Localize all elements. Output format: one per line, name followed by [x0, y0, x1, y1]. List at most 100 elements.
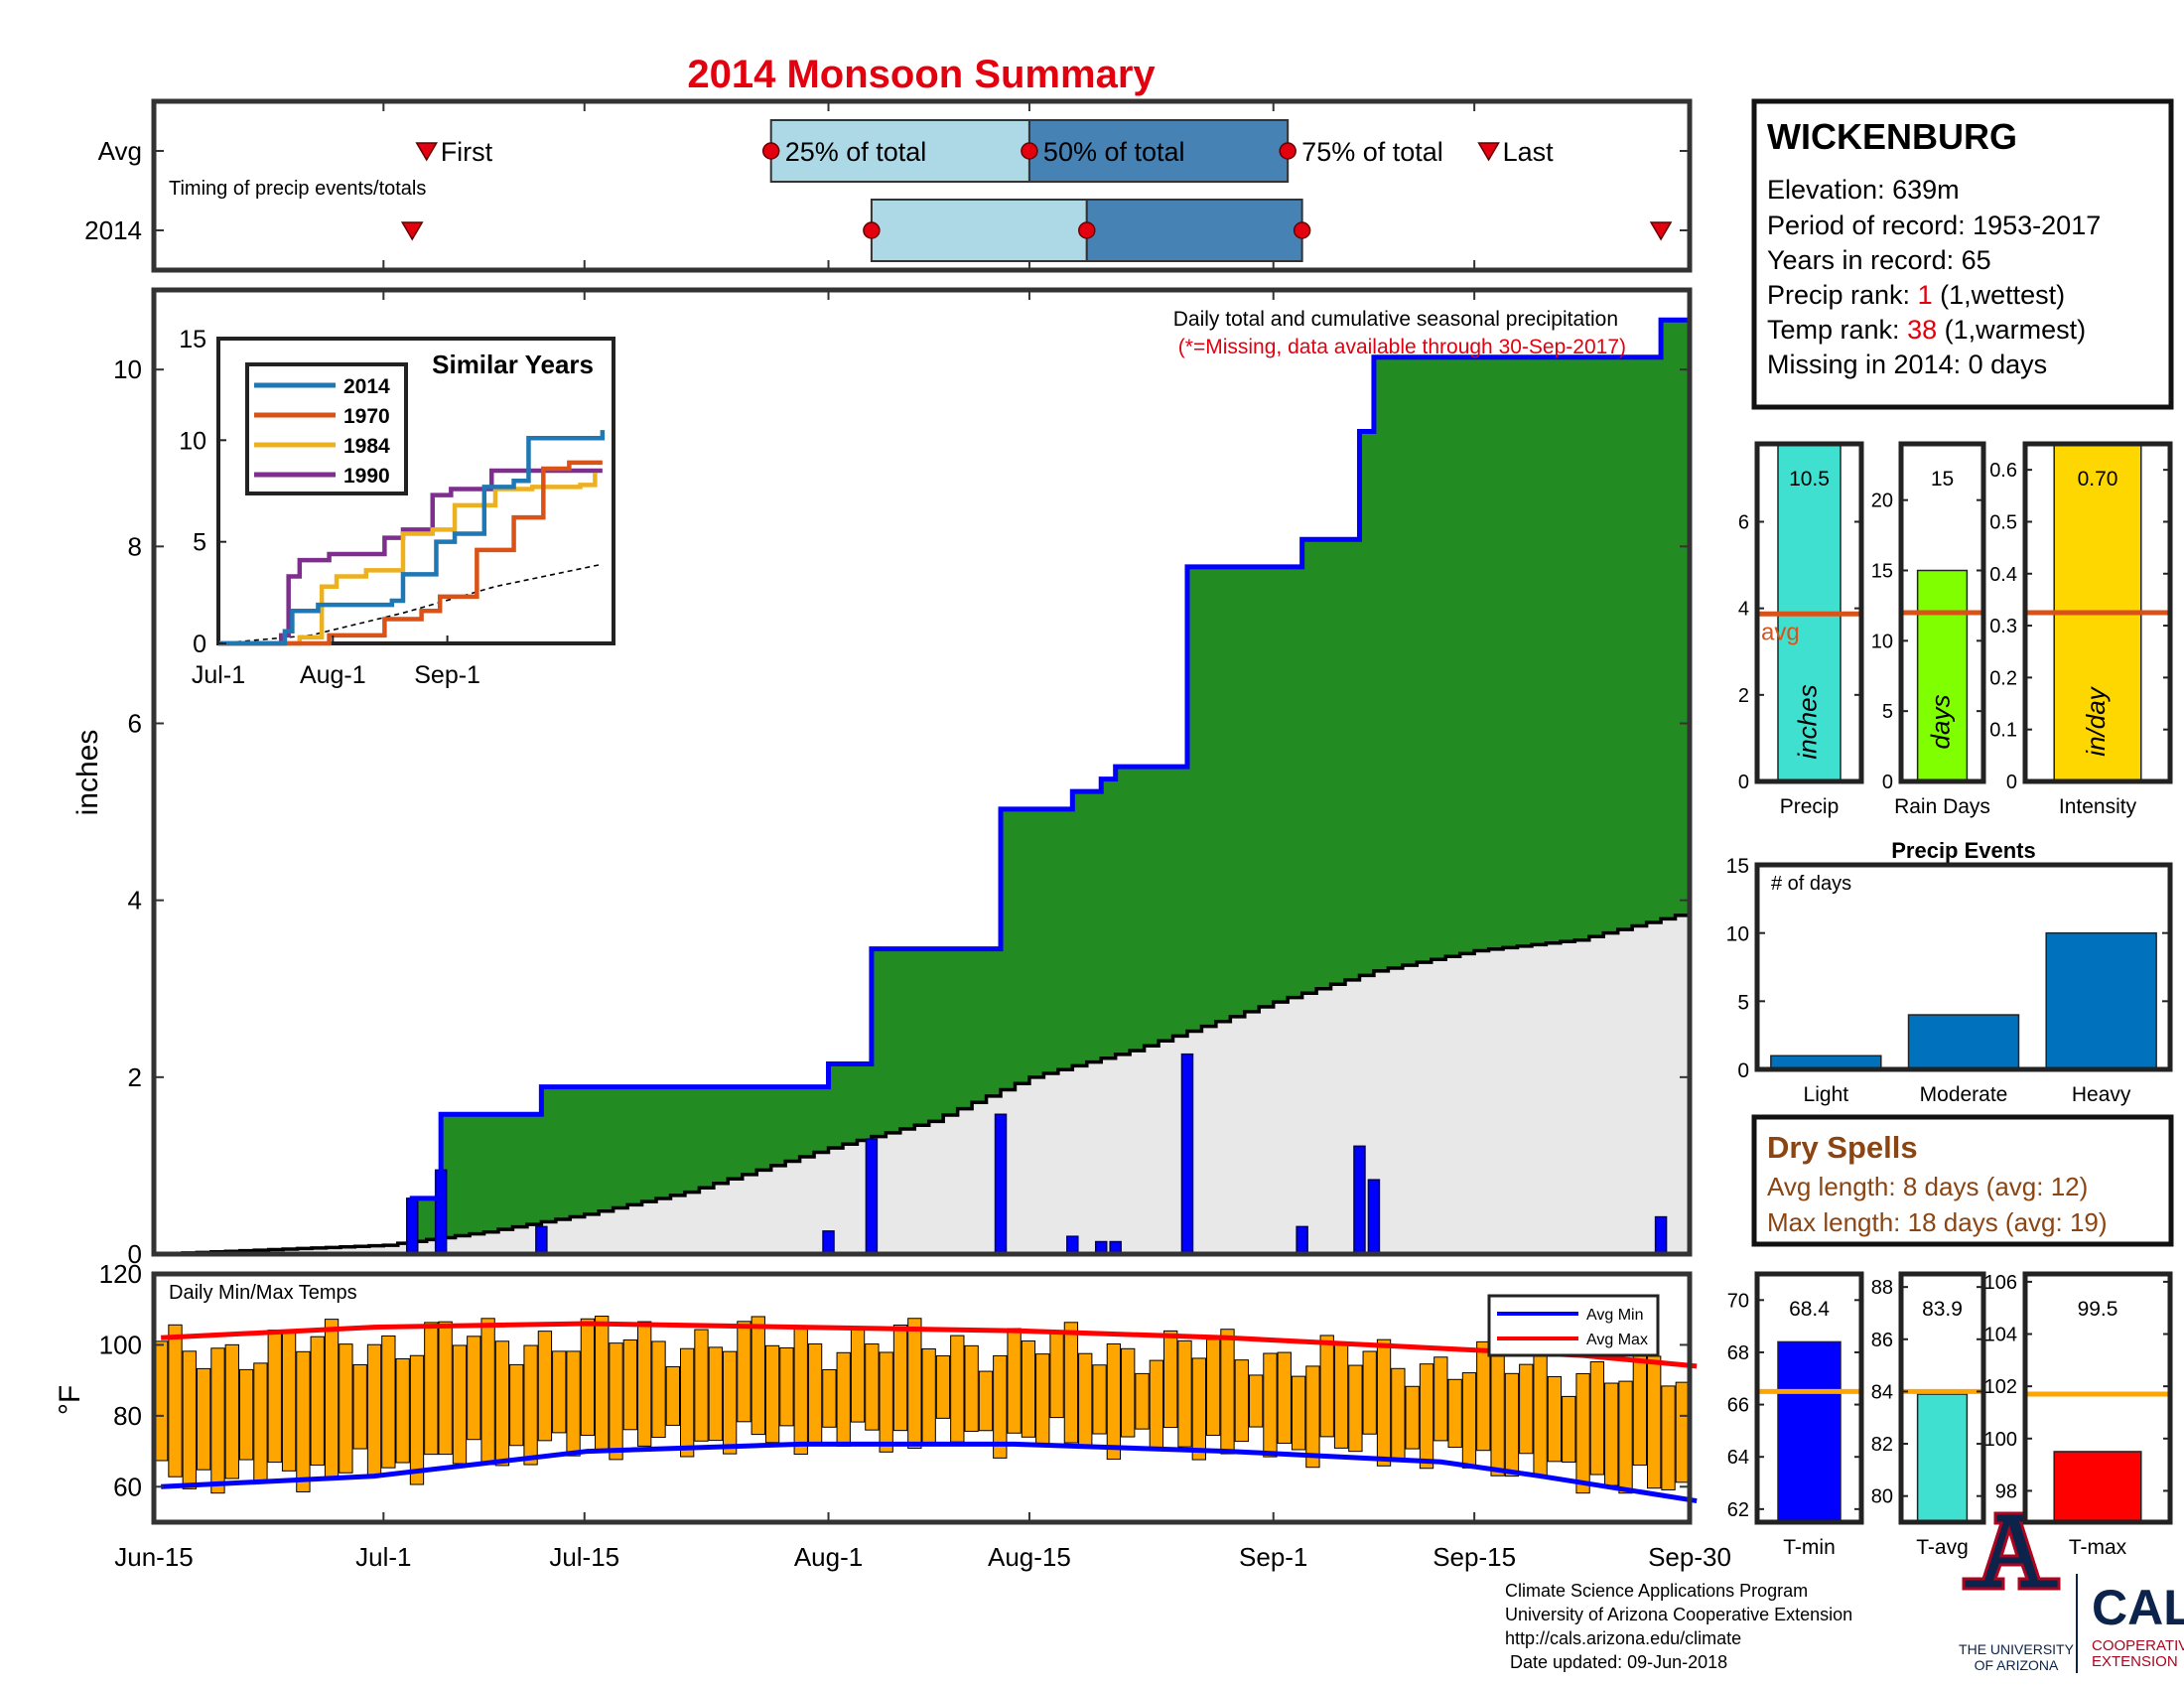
daily-temp-bar: [807, 1343, 823, 1445]
daily-temp-bar: [182, 1350, 197, 1489]
daily-temp-bar: [196, 1367, 211, 1471]
daily-temp-bar: [1647, 1355, 1662, 1489]
daily-temp-bar: [708, 1346, 723, 1442]
panel-y-tick-label: 0: [1882, 772, 1893, 793]
footer-credits: Climate Science Applications Program Uni…: [1505, 1581, 1852, 1672]
daily-temp-bar: [494, 1340, 510, 1467]
panel-y-tick-label: 88: [1871, 1277, 1893, 1299]
timing-percentile-marker: [1279, 142, 1297, 160]
daily-temp-bar: [1391, 1367, 1406, 1460]
panel-frame: [2022, 441, 2173, 784]
daily-temp-bar: [1021, 1340, 1036, 1438]
daily-temp-bar: [509, 1363, 524, 1447]
inset-legend-label: 1970: [343, 405, 390, 428]
daily-temp-bar: [679, 1347, 695, 1458]
panel-x-label: T-avg: [1916, 1536, 1969, 1559]
event-category-label: Heavy: [2072, 1083, 2131, 1106]
panel-frame: [1754, 1271, 1864, 1525]
panel-y-tick-label: 106: [1984, 1272, 2017, 1294]
daily-temp-bar: [224, 1343, 239, 1479]
panel-y-tick-label: 10: [1871, 631, 1893, 652]
daily-temp-bar: [779, 1346, 794, 1427]
panel-y-tick-label: 2: [1738, 685, 1749, 707]
daily-temp-bar: [253, 1362, 268, 1482]
panel-frame: [1754, 441, 1864, 784]
daily-precip-bar: [535, 1225, 548, 1255]
daily-temp-bar: [452, 1344, 468, 1465]
daily-temp-bar: [480, 1318, 495, 1466]
daily-temp-bar: [836, 1351, 851, 1447]
inset-legend-label: 1984: [343, 435, 390, 458]
daily-temp-bar: [1476, 1340, 1491, 1452]
station-info-box: WICKENBURG Elevation: 639m Period of rec…: [1751, 98, 2174, 410]
timing-annotation: Timing of precip events/totals: [169, 178, 426, 200]
panel-y-tick-label: 84: [1871, 1381, 1893, 1403]
timing-label-p75: 75% of total: [1301, 137, 1443, 167]
panel-unit-label: days: [1926, 695, 1956, 750]
daily-temp-bar: [722, 1350, 738, 1455]
station-elevation: Elevation: 639m: [1767, 175, 1960, 205]
daily-temp-bar: [1433, 1356, 1448, 1442]
daily-temp-bar: [409, 1354, 425, 1485]
daily-temp-bar: [1589, 1361, 1605, 1476]
temp-rank-label: Temp rank:: [1767, 315, 1907, 345]
panel-y-tick-label: 100: [1984, 1429, 2017, 1451]
inset-series-line: [218, 430, 606, 646]
daily-temp-bar: [1149, 1359, 1164, 1450]
daily-temp-bar: [281, 1331, 297, 1472]
temps-y-axis-label: °F: [54, 1385, 86, 1415]
daily-temp-bar: [1419, 1363, 1434, 1470]
temps-legend-label: Avg Max: [1586, 1332, 1648, 1348]
temp-rank-note: (1,warmest): [1937, 315, 2086, 345]
panel-y-tick-label: 0.1: [1989, 720, 2017, 742]
timing-percentile-marker: [1293, 221, 1311, 239]
daily-precip-bar: [1353, 1145, 1366, 1255]
daily-temp-bar: [1007, 1328, 1022, 1434]
station-missing: Missing in 2014: 0 days: [1767, 350, 2047, 379]
panel-frame: [1898, 441, 1986, 784]
panel-unit-label: inches: [1793, 684, 1823, 759]
panel-y-tick-label: 102: [1984, 1376, 2017, 1398]
panel-y-tick-label: 0.4: [1989, 564, 2017, 586]
cumulative-2014-line: [154, 317, 1690, 1257]
ua-logo-text: OF ARIZONA: [1975, 1657, 2059, 1673]
x-axis-tick-label: Jul-1: [355, 1542, 411, 1572]
daily-temp-bar: [1604, 1382, 1619, 1486]
precip-events-chart: Light Moderate Heavy 0 5 10 15 Precip Events # o…: [1726, 838, 2173, 1106]
dry-spells-avg: Avg length: 8 days (avg: 12): [1767, 1172, 2088, 1201]
daily-temp-bar: [1191, 1357, 1206, 1461]
daily-temp-bar: [1277, 1351, 1292, 1444]
main-y-tick-label: 4: [128, 886, 142, 915]
timing-label-first: First: [441, 137, 493, 167]
panel-y-tick-label: 4: [1738, 599, 1749, 621]
panel-value-label: 10.5: [1789, 468, 1830, 491]
panel-y-tick-label: 64: [1727, 1447, 1749, 1469]
dry-spells-box: Dry Spells Avg length: 8 days (avg: 12) …: [1751, 1114, 2174, 1247]
daily-temp-bar: [1035, 1353, 1050, 1445]
panel-x-label: Intensity: [2059, 795, 2137, 818]
main-annotation: Daily total and cumulative seasonal prec…: [1173, 308, 1618, 331]
panel-y-tick-label: 68: [1727, 1342, 1749, 1364]
panel-y-tick-label: 66: [1727, 1395, 1749, 1417]
panel-avg-label: avg: [1761, 619, 1800, 645]
daily-temp-bar: [566, 1350, 581, 1457]
panel-y-tick-label: 62: [1727, 1499, 1749, 1521]
daily-temp-bar: [366, 1343, 382, 1477]
panel-frame: [2022, 1271, 2173, 1525]
inset-series-line: [218, 468, 603, 646]
timing-percentile-marker: [761, 142, 780, 160]
timing-event-marker: [400, 221, 424, 241]
cumulative-avg-area: [154, 912, 1690, 1254]
daily-temp-bar: [438, 1321, 453, 1456]
daily-temp-bar: [609, 1342, 623, 1461]
temp-totals-panels: 68.4 62 64 66 68 70 T-min 83.9 80 82 84 86 88 T-avg 99…: [1727, 1271, 2173, 1559]
daily-temp-bar: [1490, 1346, 1505, 1477]
panel-value-label: 0.70: [2078, 468, 2118, 491]
panel-y-tick-label: 15: [1871, 561, 1893, 583]
daily-precip-bar: [865, 1138, 879, 1255]
daily-temp-bar: [1333, 1342, 1349, 1449]
daily-temp-bar: [1519, 1363, 1534, 1455]
main-y-tick-label: 6: [128, 709, 142, 739]
inset-x-tick-label: Aug-1: [300, 661, 366, 689]
daily-temp-bar: [210, 1347, 225, 1494]
